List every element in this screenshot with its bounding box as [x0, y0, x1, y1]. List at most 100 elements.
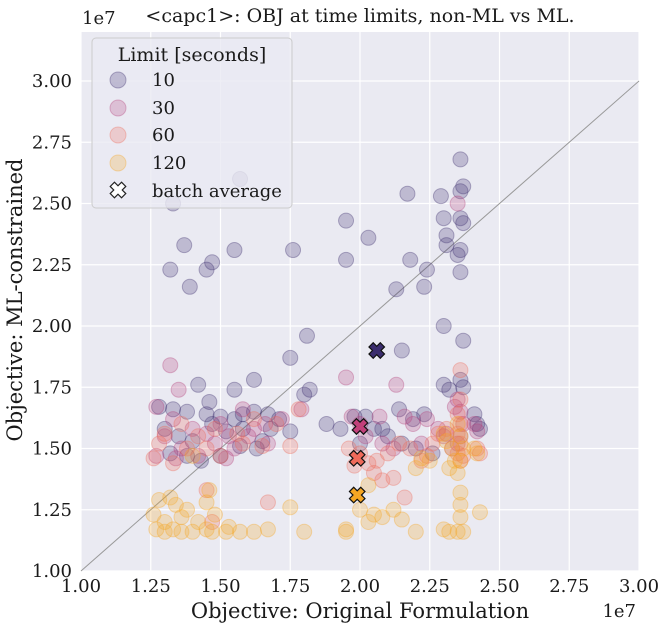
point-120 — [452, 428, 469, 445]
point-120 — [446, 452, 463, 469]
point-120 — [455, 523, 472, 540]
point-60 — [413, 452, 430, 469]
legend-marker-60 — [109, 126, 127, 144]
point-120 — [452, 452, 469, 469]
point-60 — [179, 440, 196, 457]
x-tick-label: 2.00 — [340, 576, 380, 597]
point-10 — [262, 420, 279, 437]
point-10 — [184, 433, 201, 450]
y-offset-label: 1e7 — [82, 8, 116, 29]
point-30 — [466, 416, 483, 432]
point-10 — [181, 278, 198, 295]
point-10 — [435, 210, 452, 227]
point-10 — [393, 435, 410, 452]
point-10 — [254, 433, 271, 450]
point-30 — [388, 376, 405, 393]
point-10 — [449, 246, 466, 263]
x-tick-label: 2.75 — [549, 576, 589, 597]
point-120 — [190, 514, 207, 530]
point-30 — [469, 423, 486, 440]
point-60 — [204, 514, 221, 530]
point-120 — [441, 523, 458, 540]
point-120 — [421, 452, 438, 469]
point-30 — [206, 435, 223, 452]
point-120 — [449, 416, 466, 432]
legend-label-120: 120 — [152, 153, 186, 174]
point-10 — [455, 332, 472, 349]
point-10 — [201, 393, 218, 410]
point-120 — [435, 521, 452, 538]
point-10 — [245, 403, 262, 420]
point-10 — [234, 420, 251, 437]
point-10 — [218, 423, 235, 440]
point-10 — [452, 151, 469, 168]
point-10 — [176, 237, 193, 254]
point-30 — [234, 401, 251, 418]
x-tick-label: 3.00 — [619, 576, 659, 597]
point-120 — [441, 460, 458, 477]
point-120 — [365, 506, 382, 523]
point-10 — [271, 411, 288, 428]
x-tick-label: 1.50 — [200, 576, 240, 597]
point-120 — [466, 440, 483, 457]
batch-average-10 — [368, 341, 386, 360]
point-30 — [167, 450, 184, 467]
point-120 — [374, 509, 391, 526]
point-120 — [206, 506, 223, 523]
point-10 — [402, 251, 419, 268]
point-120 — [162, 489, 179, 506]
point-120 — [471, 504, 488, 521]
point-10 — [156, 420, 173, 437]
point-10 — [435, 376, 452, 393]
point-60 — [391, 435, 408, 452]
point-30 — [452, 428, 469, 445]
legend-label-60: 60 — [152, 125, 175, 146]
point-30 — [259, 435, 276, 452]
point-10 — [170, 428, 187, 445]
point-30 — [413, 435, 430, 452]
point-60 — [290, 401, 307, 418]
point-30 — [455, 416, 472, 432]
point-60 — [282, 438, 299, 455]
y-tick-label: 2.75 — [32, 132, 72, 153]
legend: Limit [seconds] 10 30 60 120 batch avera… — [91, 37, 293, 209]
point-10 — [282, 423, 299, 440]
point-60 — [438, 420, 455, 437]
point-10 — [432, 188, 449, 205]
point-120 — [452, 509, 469, 526]
point-10 — [438, 237, 455, 254]
legend-label-30: 30 — [152, 98, 175, 119]
x-tick-label: 2.25 — [410, 576, 450, 597]
point-10 — [452, 183, 469, 200]
point-60 — [254, 438, 271, 455]
point-60 — [245, 411, 262, 428]
point-60 — [452, 416, 469, 432]
point-10 — [452, 264, 469, 281]
point-120 — [452, 496, 469, 513]
point-120 — [145, 506, 162, 523]
point-120 — [245, 523, 262, 540]
point-120 — [167, 496, 184, 513]
point-30 — [212, 416, 229, 432]
legend-marker-120 — [109, 154, 127, 172]
batch-average-60 — [348, 449, 366, 467]
point-10 — [198, 261, 215, 278]
point-10 — [198, 406, 215, 423]
point-60 — [402, 440, 419, 457]
point-120 — [179, 501, 196, 518]
point-10 — [379, 428, 396, 445]
point-30 — [162, 357, 179, 374]
point-60 — [396, 489, 413, 506]
point-10 — [416, 278, 433, 295]
point-60 — [452, 452, 469, 469]
point-10 — [226, 242, 243, 259]
point-30 — [438, 425, 455, 442]
point-10 — [296, 386, 313, 403]
point-60 — [198, 440, 215, 457]
point-10 — [285, 242, 302, 259]
point-10 — [338, 212, 355, 229]
point-120 — [148, 521, 165, 538]
point-30 — [371, 408, 388, 425]
point-30 — [338, 369, 355, 386]
point-120 — [438, 433, 455, 450]
